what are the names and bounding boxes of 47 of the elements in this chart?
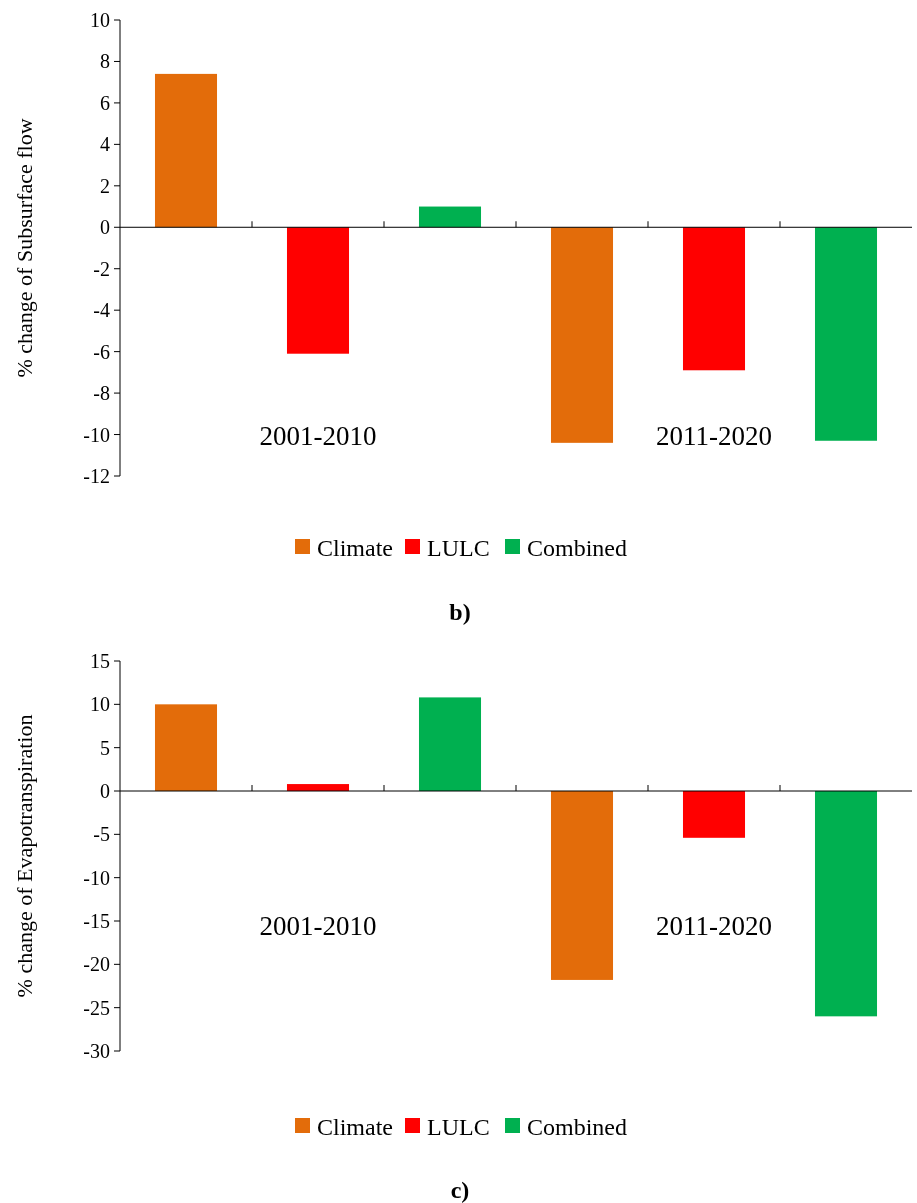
y-axis-title: % change of Evapotranspiration [12,714,37,998]
y-tick-label: -12 [83,465,110,487]
bar [682,227,746,371]
text: b) [449,599,471,626]
legend-label: Climate [317,1114,393,1141]
y-tick-label: 10 [90,693,110,716]
bar [154,704,218,791]
y-tick-label: -6 [93,340,110,363]
text: c) [450,1177,470,1203]
bar [418,206,482,228]
y-tick-label: -8 [93,382,110,405]
annotation: 2011-2020 [656,421,772,451]
bar [154,73,218,228]
y-tick-label: -5 [93,823,110,846]
y-tick-label: 0 [100,216,110,239]
y-tick-label: 5 [100,736,110,759]
y-tick-label: 10 [90,9,110,31]
bar [682,791,746,838]
y-tick-label: 8 [100,50,110,73]
bar [418,697,482,791]
annotation: 2001-2010 [259,911,377,941]
bar [814,791,878,1017]
bar [286,227,350,354]
y-tick-label: -30 [83,1040,110,1062]
y-tick-label: 6 [100,91,110,114]
bar [550,791,614,980]
y-tick-label: -10 [83,423,110,446]
y-tick-label: -20 [83,953,110,976]
y-tick-label: 4 [100,133,110,156]
y-tick-label: 15 [90,650,110,672]
y-tick-label: -10 [83,866,110,889]
legend-label: Climate [317,535,393,562]
legend-label: LULC [427,535,490,562]
y-axis-title: % change of Subsurface flow [12,118,37,378]
y-tick-label: 0 [100,780,110,802]
bar [550,227,614,443]
bar [814,227,878,441]
y-tick-label: -15 [83,910,110,932]
annotation: 2011-2020 [656,911,772,941]
y-tick-label: 2 [100,174,110,197]
y-tick-label: -2 [93,257,110,280]
legend-label: Combined [527,535,627,562]
annotation: 2001-2010 [259,421,377,451]
legend-label: Combined [527,1114,627,1141]
y-tick-label: -4 [93,299,110,322]
y-tick-label: -25 [83,996,110,1019]
legend-label: LULC [427,1114,490,1141]
